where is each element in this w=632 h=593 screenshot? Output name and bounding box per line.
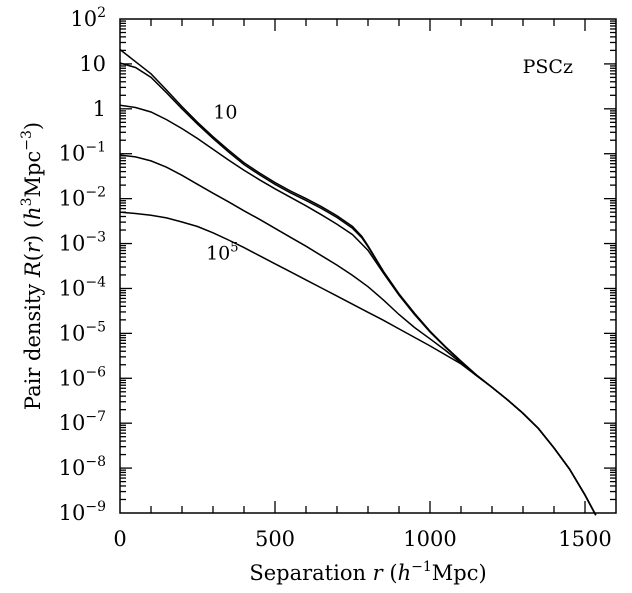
series-line-4 [119, 154, 597, 516]
plot-frame [119, 18, 617, 514]
axis-ticks [120, 19, 616, 513]
series-line-2 [119, 62, 597, 516]
y-axis-label: Pair density R(r) (h3Mpc−3) [19, 122, 45, 410]
y-tick-label: 10−1 [59, 140, 106, 166]
y-tick-label: 10−2 [59, 185, 106, 211]
y-tick-label: 10−9 [59, 499, 106, 525]
y-tick-label: 10−4 [59, 274, 106, 300]
y-tick-label: 10−8 [59, 454, 106, 480]
y-tick-label: 10−6 [59, 364, 106, 390]
annotation-3: 105 [206, 240, 238, 264]
series-line-5 [119, 211, 597, 516]
y-tick-label: 102 [70, 5, 106, 31]
y-tick-label: 10−5 [59, 319, 106, 345]
y-tick-label: 10−7 [59, 409, 106, 435]
x-tick-label: 1500 [558, 527, 611, 551]
annotation-2: 10 [213, 102, 237, 124]
x-axis-label: Separation r (h−1Mpc) [249, 559, 486, 585]
series-line-1 [119, 48, 597, 516]
series-line-3 [119, 104, 597, 516]
y-tick-label: 10−3 [59, 230, 106, 256]
axis-tick-labels: 0 500 1000 1500 102 10 1 10−1 10−2 10−3 10−4 10−5 10… [59, 5, 612, 551]
y-tick-label: 1 [93, 97, 106, 121]
y-tick-label: 10 [79, 52, 106, 76]
x-tick-label: 500 [255, 527, 295, 551]
chart-annotations: PSCz 10 105 [206, 56, 573, 264]
annotation-1: PSCz [523, 56, 573, 78]
x-tick-label: 1000 [403, 527, 456, 551]
chart-curves [119, 48, 597, 516]
x-tick-label: 0 [113, 527, 126, 551]
